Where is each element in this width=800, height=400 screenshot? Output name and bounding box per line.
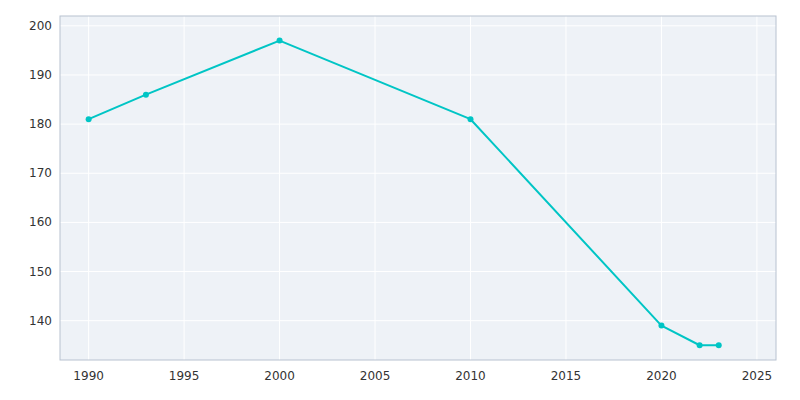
grid-line <box>60 173 776 174</box>
grid-line <box>88 16 89 360</box>
y-tick-label: 140 <box>29 314 52 328</box>
grid-line <box>375 16 376 360</box>
grid-line <box>60 74 776 75</box>
grid-line <box>60 124 776 125</box>
plot-area <box>60 16 776 360</box>
y-tick-label: 170 <box>29 166 52 180</box>
grid-line <box>60 271 776 272</box>
point <box>697 342 703 348</box>
grid-line <box>60 25 776 26</box>
y-tick-label: 160 <box>29 215 52 229</box>
grid-line <box>470 16 471 360</box>
x-tick-label: 2000 <box>264 369 295 383</box>
grid <box>60 16 776 360</box>
point <box>277 38 283 44</box>
chart: 1990 1995 2000 2005 2010 2015 2020 2025 140 150 16… <box>0 0 800 400</box>
y-tick-label: 180 <box>29 117 52 131</box>
series <box>86 38 722 349</box>
grid-line <box>756 16 757 360</box>
line <box>89 41 719 346</box>
x-tick-label: 2025 <box>742 369 773 383</box>
x-tick-label: 1995 <box>169 369 200 383</box>
x-tick-label: 1990 <box>73 369 104 383</box>
y-tick-label: 190 <box>29 68 52 82</box>
x-tick-label: 2010 <box>455 369 486 383</box>
grid-line <box>184 16 185 360</box>
grid-line <box>60 222 776 223</box>
point <box>716 342 722 348</box>
point <box>86 116 92 122</box>
x-tick-label: 2020 <box>646 369 677 383</box>
y-tick-label: 200 <box>29 19 52 33</box>
x-tick-label: 2005 <box>360 369 391 383</box>
y-tick-label: 150 <box>29 265 52 279</box>
point <box>658 323 664 329</box>
grid-line <box>661 16 662 360</box>
grid-line <box>279 16 280 360</box>
x-tick-label: 2015 <box>551 369 582 383</box>
point <box>143 92 149 98</box>
grid-line <box>565 16 566 360</box>
grid-line <box>60 320 776 321</box>
plot-frame <box>60 16 776 360</box>
tick-labels: 1990 1995 2000 2005 2010 2015 2020 2025 140 150 16… <box>29 19 772 383</box>
point <box>468 116 474 122</box>
